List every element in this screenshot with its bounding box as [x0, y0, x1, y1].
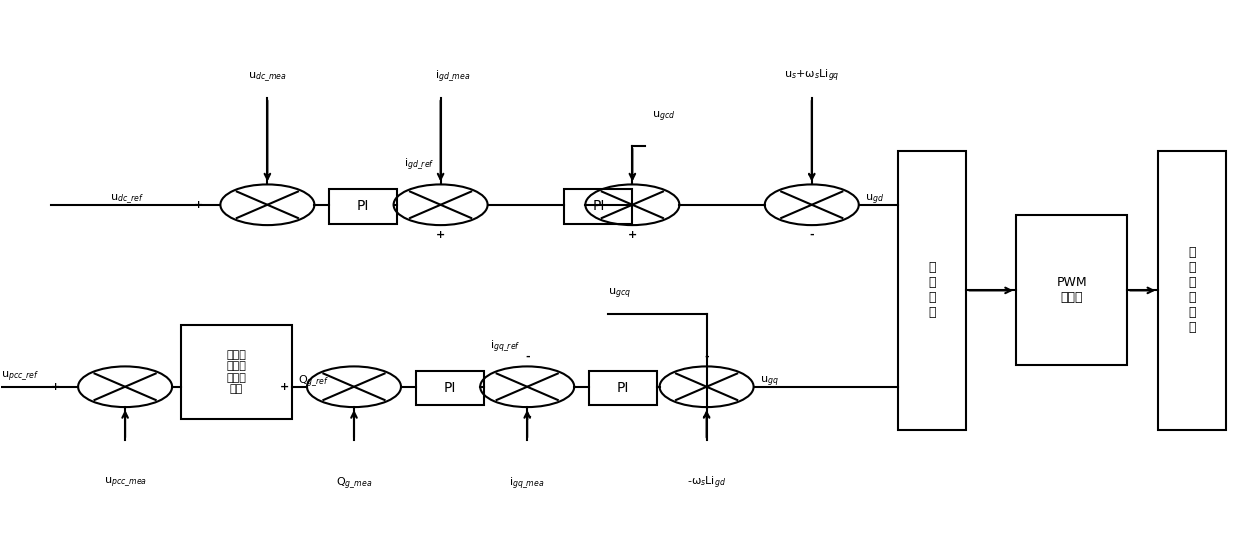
Text: u$_{pcc\_ref}$: u$_{pcc\_ref}$ — [1, 369, 40, 383]
Text: u$_{dc\_ref}$: u$_{dc\_ref}$ — [109, 193, 144, 206]
Text: u$_{s}$+ω$_{s}$Li$_{gq}$: u$_{s}$+ω$_{s}$Li$_{gq}$ — [784, 68, 839, 84]
Text: -: - — [810, 230, 815, 240]
Text: u$_{gd}$: u$_{gd}$ — [866, 192, 884, 207]
Text: +: + — [807, 170, 816, 180]
Text: Q$_{g\_mea}$: Q$_{g\_mea}$ — [336, 475, 372, 491]
Text: u$_{pcc\_mea}$: u$_{pcc\_mea}$ — [103, 475, 146, 489]
Text: i$_{gd\_ref}$: i$_{gd\_ref}$ — [404, 157, 434, 173]
Text: u$_{dc\_mea}$: u$_{dc\_mea}$ — [248, 71, 286, 84]
Text: u$_{gcd}$: u$_{gcd}$ — [652, 110, 675, 124]
Text: -ω$_{s}$Li$_{gd}$: -ω$_{s}$Li$_{gd}$ — [687, 475, 727, 491]
Text: -: - — [352, 412, 356, 422]
Text: i$_{gd\_mea}$: i$_{gd\_mea}$ — [435, 69, 471, 84]
Text: PI: PI — [618, 381, 629, 395]
Text: u$_{gcq}$: u$_{gcq}$ — [609, 287, 631, 301]
Text: +: + — [436, 230, 445, 240]
Text: i$_{gq\_ref}$: i$_{gq\_ref}$ — [490, 339, 521, 355]
Text: PI: PI — [357, 199, 370, 213]
Text: -: - — [704, 352, 709, 362]
Text: +: + — [702, 412, 712, 422]
Text: -: - — [630, 170, 635, 180]
Text: -: - — [265, 170, 270, 180]
Text: Q$_{g\_ref}$: Q$_{g\_ref}$ — [299, 373, 330, 390]
Text: PWM
发生器: PWM 发生器 — [1056, 277, 1087, 305]
Text: +: + — [51, 382, 61, 392]
Text: PI: PI — [593, 199, 605, 213]
Text: u$_{gq}$: u$_{gq}$ — [760, 374, 779, 388]
Text: PI: PI — [444, 381, 456, 395]
Text: +: + — [280, 382, 289, 392]
Text: +: + — [193, 200, 202, 210]
Text: i$_{gq\_mea}$: i$_{gq\_mea}$ — [510, 475, 546, 491]
Text: -: - — [438, 170, 443, 180]
Text: +: + — [522, 412, 532, 422]
Text: 转
子
侧
变
流
器: 转 子 侧 变 流 器 — [1188, 246, 1195, 335]
Text: 无功功
率计算
値参考
模块: 无功功 率计算 値参考 模块 — [227, 350, 247, 394]
Text: -: - — [525, 352, 529, 362]
Text: -: - — [123, 412, 128, 422]
Text: +: + — [627, 230, 637, 240]
Text: 坐
标
变
换: 坐 标 变 换 — [929, 261, 936, 320]
